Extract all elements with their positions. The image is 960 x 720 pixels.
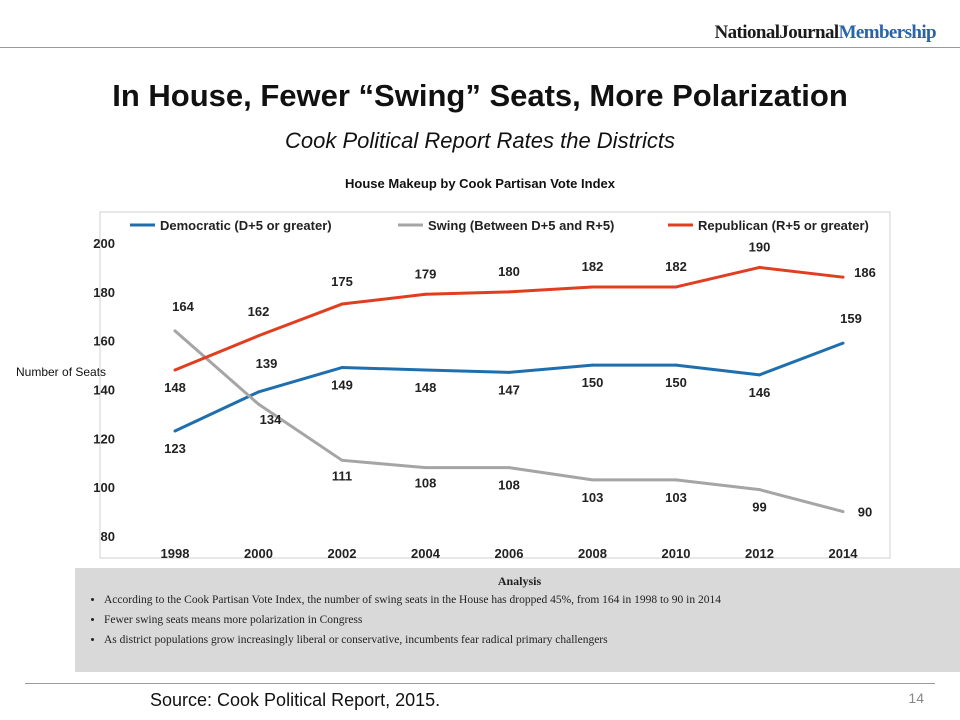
data-point — [841, 510, 845, 514]
data-label: 108 — [498, 478, 520, 493]
brand-membership: Membership — [838, 22, 937, 43]
data-label: 123 — [164, 441, 186, 456]
analysis-bullet: According to the Cook Partisan Vote Inde… — [104, 592, 950, 608]
data-point — [173, 429, 177, 433]
y-tick-label: 200 — [93, 236, 115, 251]
y-tick-label: 100 — [93, 480, 115, 495]
data-point — [507, 466, 511, 470]
data-point — [340, 302, 344, 306]
data-label: 148 — [164, 380, 186, 395]
data-label: 182 — [582, 259, 604, 274]
data-point — [591, 285, 594, 289]
data-point — [758, 373, 761, 377]
data-point — [591, 363, 594, 367]
x-tick-label: 2010 — [662, 546, 691, 561]
data-point — [424, 292, 427, 296]
y-tick-label: 120 — [93, 431, 115, 446]
chart-title: House Makeup by Cook Partisan Vote Index — [345, 176, 615, 191]
y-tick-label: 140 — [93, 383, 115, 398]
data-label: 179 — [415, 266, 437, 281]
data-label: 162 — [248, 304, 270, 319]
data-label: 159 — [840, 311, 862, 326]
analysis-bullet: Fewer swing seats means more polarizatio… — [104, 612, 950, 628]
data-label: 108 — [415, 476, 437, 491]
data-point — [758, 488, 761, 492]
analysis-list: According to the Cook Partisan Vote Inde… — [89, 592, 950, 648]
data-point — [424, 466, 427, 470]
brand-name: NationalJournal — [714, 22, 840, 43]
data-point — [173, 329, 177, 333]
analysis-bullet: As district populations grow increasingl… — [104, 632, 950, 648]
data-point — [507, 290, 511, 294]
data-label: 186 — [854, 265, 876, 280]
legend-label: Republican (R+5 or greater) — [698, 218, 869, 233]
x-tick-label: 2014 — [829, 546, 859, 561]
plot-area-border — [99, 211, 891, 559]
x-tick-label: 2006 — [495, 546, 524, 561]
data-label: 90 — [858, 505, 872, 520]
page-number: 14 — [908, 690, 924, 706]
x-tick-label: 2012 — [745, 546, 774, 561]
data-point — [424, 368, 427, 372]
legend-label: Swing (Between D+5 and R+5) — [428, 218, 614, 233]
data-label: 149 — [331, 378, 353, 393]
data-point — [507, 370, 511, 374]
data-label: 148 — [415, 380, 437, 395]
footer-divider — [25, 683, 935, 684]
data-label: 150 — [665, 375, 687, 390]
data-label: 175 — [331, 274, 353, 289]
line-chart: 80 100 120 140 160 180 200 1998 2000 2002 2004 2006… — [93, 211, 891, 561]
data-label: 182 — [665, 259, 687, 274]
x-tick-label: 2008 — [578, 546, 607, 561]
y-tick-label: 180 — [93, 285, 115, 300]
data-label: 190 — [749, 239, 771, 254]
data-label: 164 — [172, 299, 194, 314]
data-label: 103 — [582, 490, 604, 505]
source-note: Source: Cook Political Report, 2015. — [150, 690, 441, 710]
data-point — [173, 368, 177, 372]
data-point — [841, 341, 845, 345]
data-point — [591, 478, 594, 482]
data-label: 147 — [498, 382, 520, 397]
data-point — [257, 402, 260, 406]
data-label: 134 — [260, 412, 282, 427]
data-point — [674, 285, 678, 289]
data-label: 146 — [749, 385, 771, 400]
data-point — [340, 458, 344, 462]
y-tick-label: 160 — [93, 334, 115, 349]
data-label: 99 — [752, 500, 766, 515]
y-tick-label: 80 — [101, 529, 115, 544]
data-point — [257, 390, 260, 394]
data-point — [257, 334, 260, 338]
data-point — [340, 366, 344, 370]
data-point — [674, 478, 678, 482]
page-subtitle: Cook Political Report Rates the District… — [284, 128, 676, 153]
analysis-heading: Analysis — [497, 574, 542, 588]
data-label: 111 — [332, 468, 352, 483]
x-tick-label: 2002 — [328, 546, 357, 561]
x-tick-label: 1998 — [161, 546, 190, 561]
data-point — [674, 363, 678, 367]
data-label: 103 — [665, 490, 687, 505]
data-label: 150 — [582, 375, 604, 390]
analysis-box: Analysis According to the Cook Partisan … — [75, 568, 960, 672]
y-axis-label: Number of Seats — [16, 365, 107, 379]
series-line — [174, 265, 844, 372]
data-point — [841, 275, 845, 279]
x-tick-label: 2000 — [244, 546, 273, 561]
data-label: 139 — [256, 356, 278, 371]
legend-label: Democratic (D+5 or greater) — [160, 218, 332, 233]
page-title: In House, Fewer “Swing” Seats, More Pola… — [112, 78, 848, 113]
data-label: 180 — [498, 264, 520, 279]
brand-logo: NationalJournalMembership — [714, 22, 937, 44]
data-point — [758, 265, 761, 269]
header-divider — [0, 47, 960, 48]
x-tick-label: 2004 — [411, 546, 441, 561]
